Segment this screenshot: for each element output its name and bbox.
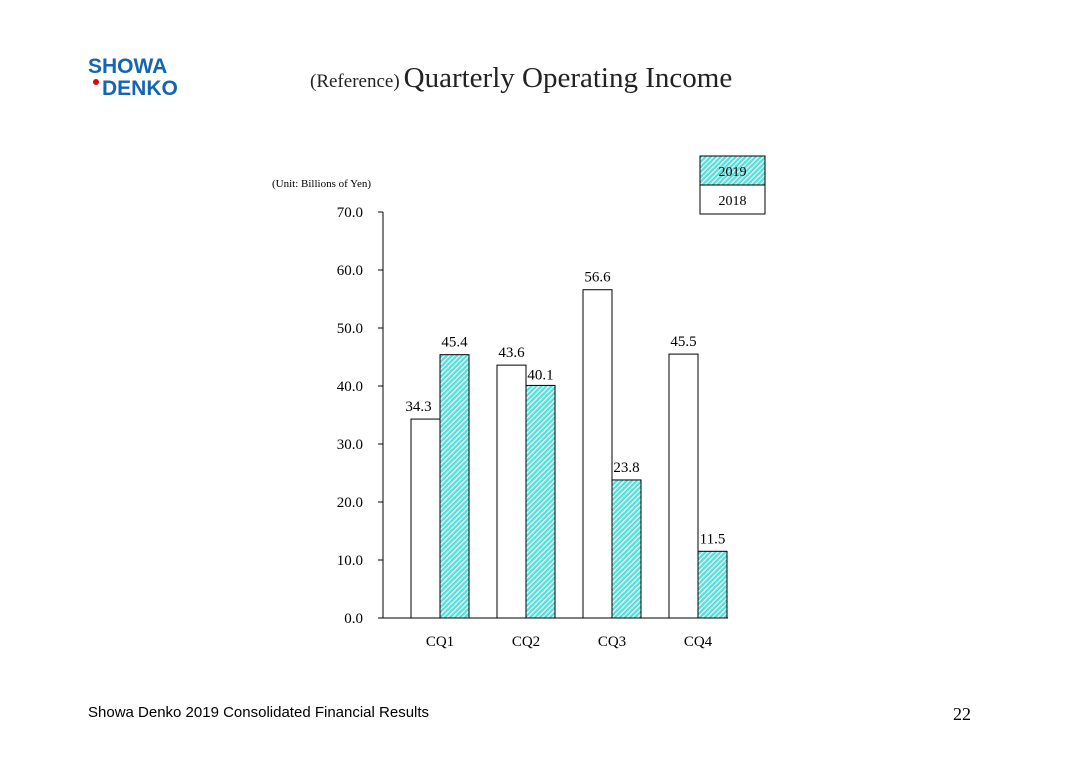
logo-line-2: DENKO [102, 77, 178, 98]
showa-denko-logo: SHOWA DENKO [88, 55, 178, 98]
bar-2018-cq2 [496, 364, 527, 619]
logo-dot-icon [93, 79, 99, 85]
unit-label: (Unit: Billions of Yen) [272, 178, 372, 190]
y-tick-label: 10.0 [337, 553, 363, 569]
title-main: Quarterly Operating Income [403, 62, 733, 94]
page-title: (Reference) Quarterly Operating Income [310, 62, 732, 95]
bar-2018-cq4 [668, 353, 699, 619]
bar-2019-cq1 [439, 354, 470, 619]
y-tick-label: 60.0 [337, 263, 363, 279]
x-tick-label-cq2: CQ2 [512, 634, 540, 650]
x-tick-label-cq3: CQ3 [598, 634, 626, 650]
data-label-2018-cq3: 56.6 [584, 270, 611, 286]
bar-2019-cq2 [525, 384, 556, 619]
logo-line-1: SHOWA [88, 55, 167, 78]
data-label-2018-cq1: 34.3 [405, 399, 431, 415]
legend-label-2019: 2019 [719, 165, 747, 180]
data-label-2019-cq1: 45.4 [441, 335, 468, 351]
x-tick-label-cq1: CQ1 [426, 634, 454, 650]
data-label-2018-cq4: 45.5 [670, 334, 696, 350]
page-number: 22 [953, 704, 971, 724]
bars: 34.3 45.4 CQ1 43.640.1 CQ2 56.6 23.8 CQ3 45.5 11.… [405, 270, 728, 650]
bar-2018-cq1 [410, 418, 441, 619]
x-tick-label-cq4: CQ4 [684, 634, 713, 650]
bar-2019-cq4 [697, 550, 728, 619]
bar-2018-cq3 [582, 289, 613, 619]
y-tick-label: 30.0 [337, 437, 363, 453]
data-label-2018-cq2: 43.6 [498, 345, 525, 361]
title-prefix: (Reference) [310, 71, 400, 92]
legend-swatch-2018 [699, 184, 766, 215]
y-tick-label: 0.0 [344, 611, 363, 627]
data-label-2019-cq3: 23.8 [613, 460, 639, 476]
y-tick-label: 70.0 [337, 205, 363, 221]
footer-text: Showa Denko 2019 Consolidated Financial … [88, 704, 430, 721]
y-tick-label: 20.0 [337, 495, 363, 511]
bar-2019-cq3 [611, 479, 642, 619]
legend: 2019 2018 [699, 155, 766, 215]
data-label-2019-cq2: 40.1 [527, 367, 553, 383]
data-label-2019-cq4: 11.5 [700, 531, 726, 547]
y-tick-label: 50.0 [337, 321, 363, 337]
y-tick-label: 40.0 [337, 379, 363, 395]
legend-label-2018: 2018 [719, 194, 747, 209]
